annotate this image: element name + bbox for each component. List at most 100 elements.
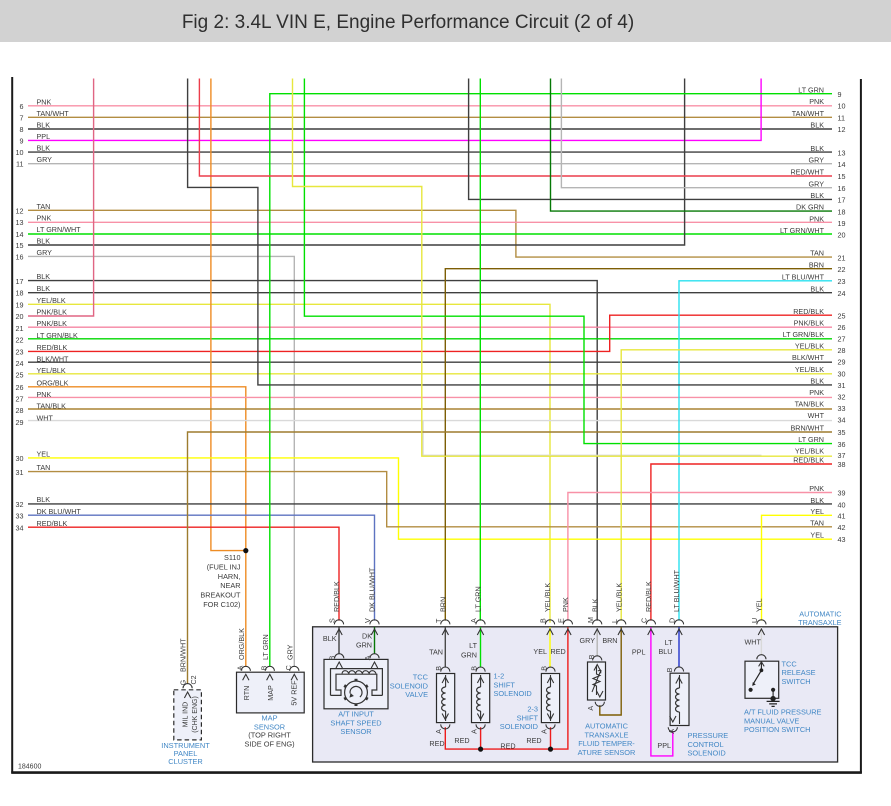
svg-text:PNK: PNK bbox=[561, 597, 570, 612]
svg-text:YEL/BLK: YEL/BLK bbox=[614, 583, 623, 612]
svg-text:A: A bbox=[236, 665, 245, 670]
svg-text:PNK/BLK: PNK/BLK bbox=[37, 308, 68, 317]
svg-text:13: 13 bbox=[16, 218, 24, 227]
svg-text:20: 20 bbox=[838, 231, 846, 240]
svg-text:BLK: BLK bbox=[37, 272, 51, 281]
svg-text:BRN: BRN bbox=[602, 636, 617, 645]
svg-text:42: 42 bbox=[838, 523, 846, 532]
svg-text:LT: LT bbox=[469, 641, 477, 650]
svg-text:D: D bbox=[668, 618, 677, 623]
svg-text:RED: RED bbox=[454, 736, 469, 745]
svg-text:LT GRN: LT GRN bbox=[798, 435, 824, 444]
svg-text:PNK: PNK bbox=[37, 98, 52, 107]
svg-text:A: A bbox=[363, 655, 372, 660]
svg-text:18: 18 bbox=[838, 207, 846, 216]
svg-text:RTN: RTN bbox=[242, 686, 251, 701]
svg-text:10: 10 bbox=[838, 102, 846, 111]
svg-text:SWITCH: SWITCH bbox=[782, 677, 811, 686]
svg-text:(FUEL INJ: (FUEL INJ bbox=[207, 562, 241, 571]
svg-text:YEL: YEL bbox=[810, 531, 824, 540]
svg-text:BREAKOUT: BREAKOUT bbox=[200, 591, 241, 600]
svg-text:18: 18 bbox=[16, 289, 24, 298]
svg-text:GRN: GRN bbox=[461, 651, 477, 660]
svg-text:TAN: TAN bbox=[429, 648, 443, 657]
svg-text:ORG/BLK: ORG/BLK bbox=[37, 378, 69, 387]
svg-text:GRN: GRN bbox=[356, 641, 372, 650]
svg-text:ORG/BLK: ORG/BLK bbox=[237, 628, 246, 660]
svg-text:10: 10 bbox=[16, 148, 24, 157]
svg-text:2-3: 2-3 bbox=[527, 705, 538, 714]
svg-text:G: G bbox=[179, 679, 188, 685]
svg-text:WHT: WHT bbox=[37, 413, 54, 422]
svg-text:11: 11 bbox=[16, 160, 23, 169]
svg-text:B: B bbox=[587, 654, 596, 659]
svg-text:HARN,: HARN, bbox=[218, 572, 241, 581]
svg-text:SENSOR: SENSOR bbox=[340, 727, 371, 736]
svg-text:(TOP RIGHT: (TOP RIGHT bbox=[248, 731, 291, 740]
svg-text:PRESSURE: PRESSURE bbox=[688, 731, 729, 740]
svg-text:34: 34 bbox=[16, 523, 24, 532]
svg-text:SHIFT: SHIFT bbox=[494, 680, 516, 689]
svg-text:LT BLU/WHT: LT BLU/WHT bbox=[782, 272, 825, 281]
svg-text:GRY: GRY bbox=[37, 155, 53, 164]
svg-text:SIDE OF ENG): SIDE OF ENG) bbox=[244, 740, 294, 749]
svg-text:32: 32 bbox=[838, 393, 846, 402]
svg-text:BLK/WHT: BLK/WHT bbox=[792, 353, 825, 362]
svg-text:28: 28 bbox=[838, 346, 846, 355]
svg-text:19: 19 bbox=[838, 219, 846, 228]
svg-text:TRANSAXLE: TRANSAXLE bbox=[798, 618, 842, 627]
svg-text:TAN/WHT: TAN/WHT bbox=[37, 109, 70, 118]
svg-text:26: 26 bbox=[838, 323, 846, 332]
svg-text:BLK: BLK bbox=[810, 285, 824, 294]
svg-text:CLUSTER: CLUSTER bbox=[168, 757, 203, 766]
svg-text:TRANSAXLE: TRANSAXLE bbox=[585, 730, 629, 739]
svg-text:22: 22 bbox=[838, 265, 846, 274]
svg-text:PNK: PNK bbox=[809, 97, 824, 106]
svg-text:36: 36 bbox=[838, 440, 846, 449]
svg-text:A: A bbox=[469, 618, 478, 623]
svg-text:43: 43 bbox=[838, 535, 846, 544]
svg-text:WHT: WHT bbox=[745, 638, 762, 647]
svg-text:TAN: TAN bbox=[37, 463, 51, 472]
svg-text:INSTRUMENT: INSTRUMENT bbox=[161, 741, 210, 750]
svg-text:C2: C2 bbox=[189, 675, 198, 684]
svg-text:SHAFT SPEED: SHAFT SPEED bbox=[330, 718, 381, 727]
svg-text:RED/BLK: RED/BLK bbox=[37, 519, 68, 528]
svg-text:BLK: BLK bbox=[37, 237, 51, 246]
svg-text:34: 34 bbox=[838, 416, 846, 425]
svg-text:YEL/BLK: YEL/BLK bbox=[37, 366, 66, 375]
svg-text:BLK: BLK bbox=[810, 496, 824, 505]
svg-text:YEL/BLK: YEL/BLK bbox=[795, 447, 824, 456]
svg-text:9: 9 bbox=[838, 90, 842, 99]
svg-text:11: 11 bbox=[838, 114, 845, 123]
svg-text:A: A bbox=[586, 706, 595, 711]
svg-text:13: 13 bbox=[838, 149, 846, 158]
svg-text:5V REF: 5V REF bbox=[289, 680, 298, 706]
svg-text:32: 32 bbox=[16, 500, 24, 509]
svg-text:BLK: BLK bbox=[37, 284, 51, 293]
svg-text:14: 14 bbox=[16, 230, 24, 239]
svg-text:PANEL: PANEL bbox=[174, 749, 198, 758]
svg-text:31: 31 bbox=[838, 381, 846, 390]
svg-text:B: B bbox=[665, 667, 674, 672]
svg-text:LT GRN/BLK: LT GRN/BLK bbox=[37, 331, 78, 340]
svg-text:12: 12 bbox=[838, 125, 846, 134]
svg-text:SENSOR: SENSOR bbox=[254, 722, 285, 731]
svg-text:NEAR: NEAR bbox=[220, 581, 240, 590]
svg-text:PNK: PNK bbox=[809, 388, 824, 397]
svg-text:YEL: YEL bbox=[37, 450, 51, 459]
svg-text:WHT: WHT bbox=[808, 411, 825, 420]
svg-text:RED/BLK: RED/BLK bbox=[37, 343, 68, 352]
svg-text:PPL: PPL bbox=[632, 648, 646, 657]
svg-text:BRN/WHT: BRN/WHT bbox=[790, 424, 824, 433]
svg-text:YEL/BLK: YEL/BLK bbox=[543, 583, 552, 612]
svg-text:30: 30 bbox=[16, 454, 24, 463]
svg-text:LT GRN: LT GRN bbox=[261, 634, 270, 660]
svg-text:27: 27 bbox=[16, 395, 24, 404]
svg-text:BLK/WHT: BLK/WHT bbox=[37, 354, 70, 363]
svg-text:PPL: PPL bbox=[657, 741, 671, 750]
svg-text:184600: 184600 bbox=[18, 764, 41, 771]
svg-text:BRN: BRN bbox=[809, 260, 824, 269]
svg-text:6: 6 bbox=[20, 102, 24, 111]
svg-text:GRY: GRY bbox=[809, 156, 825, 165]
